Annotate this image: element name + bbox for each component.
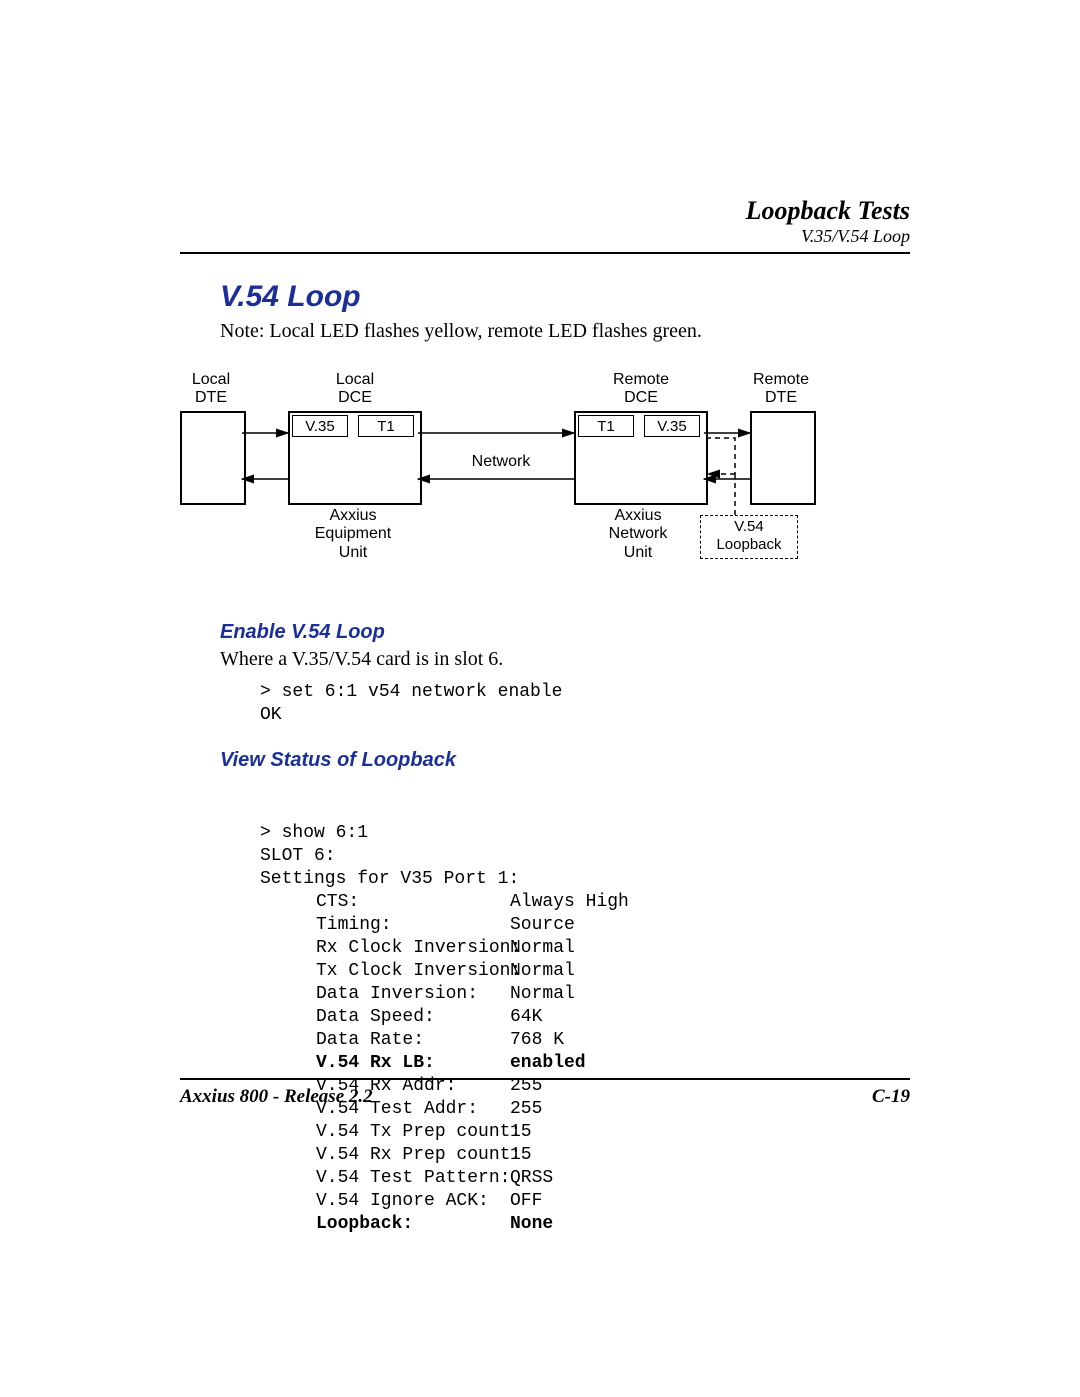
status-block: > show 6:1 SLOT 6: Settings for V35 Port… xyxy=(260,776,910,1283)
page-header: Loopback Tests V.35/V.54 Loop xyxy=(180,195,910,248)
status-value: enabled xyxy=(510,1053,586,1073)
status-key: CTS: xyxy=(260,891,510,914)
status-key: Data Inversion: xyxy=(260,983,510,1006)
status-value: 768 K xyxy=(510,1030,564,1050)
header-rule xyxy=(180,252,910,254)
header-subtitle: V.35/V.54 Loop xyxy=(180,226,910,248)
status-value: None xyxy=(510,1214,553,1234)
footer-left: Axxius 800 - Release 2.2 xyxy=(180,1086,373,1108)
status-preamble: > show 6:1 SLOT 6: Settings for V35 Port… xyxy=(260,822,910,891)
status-value: OFF xyxy=(510,1191,542,1211)
status-key: Data Rate: xyxy=(260,1029,510,1052)
page-footer: Axxius 800 - Release 2.2 C-19 xyxy=(180,1078,910,1108)
enable-title: Enable V.54 Loop xyxy=(220,621,910,644)
status-value: Source xyxy=(510,915,575,935)
enable-code: > set 6:1 v54 network enable OK xyxy=(260,681,910,727)
status-key: V.54 Ignore ACK: xyxy=(260,1190,510,1213)
status-key: Data Speed: xyxy=(260,1006,510,1029)
header-title: Loopback Tests xyxy=(180,195,910,226)
status-key: Rx Clock Inversion: xyxy=(260,937,510,960)
status-value: Normal xyxy=(510,984,575,1004)
status-key: Loopback: xyxy=(260,1213,510,1236)
status-key: V.54 Rx Prep count: xyxy=(260,1144,510,1167)
status-value: QRSS xyxy=(510,1168,553,1188)
status-key: Timing: xyxy=(260,914,510,937)
status-value: 15 xyxy=(510,1145,532,1165)
enable-text: Where a V.35/V.54 card is in slot 6. xyxy=(220,648,910,671)
footer-rule xyxy=(180,1078,910,1080)
status-value: Normal xyxy=(510,938,575,958)
status-key: V.54 Rx LB: xyxy=(260,1052,510,1075)
status-value: 15 xyxy=(510,1122,532,1142)
page-content: Loopback Tests V.35/V.54 Loop V.54 Loop … xyxy=(180,195,910,1283)
status-key: V.54 Tx Prep count: xyxy=(260,1121,510,1144)
status-title: View Status of Loopback xyxy=(220,749,910,772)
section-note: Note: Local LED flashes yellow, remote L… xyxy=(220,320,910,343)
status-value: Normal xyxy=(510,961,575,981)
status-value: Always High xyxy=(510,892,629,912)
status-key: V.54 Test Pattern: xyxy=(260,1167,510,1190)
footer-right: C-19 xyxy=(872,1086,910,1108)
diagram-arrows xyxy=(180,371,920,599)
status-value: 64K xyxy=(510,1007,542,1027)
loopback-diagram: LocalDTE LocalDCE RemoteDCE RemoteDTE V.… xyxy=(180,371,920,599)
status-key: Tx Clock Inversion: xyxy=(260,960,510,983)
section-title: V.54 Loop xyxy=(220,280,910,314)
